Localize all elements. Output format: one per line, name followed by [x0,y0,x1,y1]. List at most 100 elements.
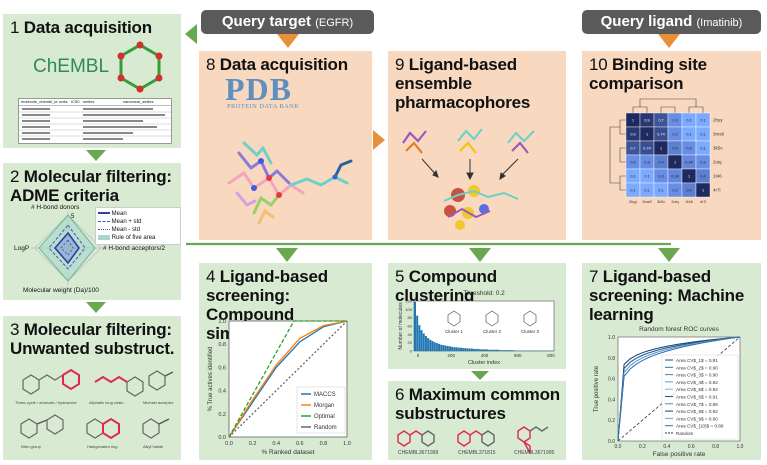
bar [501,350,504,351]
query-target-label: Query target [221,13,312,30]
legend-item: Rule of five area [98,234,178,242]
bar [438,343,441,351]
series-line-maccs [228,320,348,438]
legend-label: Area CV$_4$ = 0.92 [676,380,718,385]
cluster-molecule [485,310,499,327]
legend-label: Area CV$_1$ = 0.91 [676,358,718,363]
panel-2-adme: 2 Molecular filtering: ADME criteria # H… [3,163,181,300]
x-tick-label: 200 [447,353,455,358]
bar [510,350,513,351]
bar [473,348,476,351]
pdb-logo-text: PDB [225,71,292,107]
x-tick-label: 0.2 [639,444,646,450]
bar [453,347,456,351]
cluster-molecule [523,310,537,327]
arrow-green-to-5 [469,248,491,262]
bar [490,349,493,351]
arrow-orange-target [277,34,299,48]
x-tick-label: 0.4 [663,444,670,450]
bar [477,348,480,351]
bar [433,342,436,351]
dendrogram-left [609,119,626,191]
dendrogram-branch [639,98,697,107]
heatmap-value: 0.1 [700,119,705,123]
legend-item: Mean + std [98,218,178,226]
roc-chart: Random forest ROC curves 0.00.0 0.2 0.2 0.4 0… [594,326,744,458]
bar [486,349,489,351]
heatmap-value: 0.4 [658,161,663,165]
y-tick-label: 0.0 [218,435,226,441]
pdb-logo-sub: PROTEIN DATA BANK [227,103,300,110]
heatmap-value: 0.3 [700,161,705,165]
dendrogram-branch [619,147,626,163]
legend-item: Mean [98,210,178,218]
heatmap-value: 1 [702,189,704,193]
bar [457,347,460,351]
cluster-molecule [447,310,461,327]
heatmap-value: 0.1 [658,189,663,193]
dendrogram-branch [619,119,626,135]
arrow-green-to-4 [276,248,298,262]
bar [418,325,421,351]
x-tick-label: 0 [417,353,420,358]
column-label: 4r7i [700,200,706,204]
legend-label: Area CV$_3$ = 0.90 [676,373,718,378]
legend-label: Morgan [314,403,334,409]
y-tick-label: 0.8 [608,356,615,362]
x-axis-label: % Ranked dataset [261,449,314,456]
dendrogram-branch [660,106,676,113]
legend-label: Area CV$_8$ = 0.92 [676,409,718,414]
x-tick-label: 0.6 [296,441,304,447]
chembl-logo-text: ChEMBL [33,56,110,77]
heatmap-value: 0.4 [672,147,677,151]
bar [442,345,445,351]
y-tick-label: 60 [408,324,413,329]
panel-7-machine-learning: 7 Ligand-based screening: Machine learni… [582,263,761,460]
y-tick-label: 20 [408,340,413,345]
heatmap-value: 0.3 [672,133,677,137]
y-tick-label: 1.0 [608,335,615,341]
bar [464,348,467,351]
x-tick-label: 600 [514,353,522,358]
heatmap-value: 0.34 [671,175,678,179]
panel-7-title: 7 Ligand-based screening: Machine learni… [589,267,745,324]
mean-plus-std [48,224,86,270]
pharmacophore-ensemble [402,128,535,230]
bar [497,349,500,351]
substructure-caption: Alkyl halide [143,444,164,449]
bar [431,341,434,351]
x-tick-label: 0.2 [249,441,257,447]
molecule-drawing [86,417,120,440]
y-tick-label: 100 [405,307,412,312]
substructure-caption: Nitro group [21,444,41,449]
heatmap-value: 0.1 [700,147,705,151]
panel-3-unwanted-substructures: 3 Molecular filtering: Unwanted substruc… [3,316,181,460]
panel-10-binding-site: 10 Binding site comparison 1 0.9 0.7 0.3 0.1… [582,51,761,240]
y-tick-label: 120 [405,299,412,304]
x-tick-label: 800 [547,353,555,358]
radar-axis-left: LogP [14,245,30,252]
chembl-data-table: molecule_chembl_id units IC50 smiles can… [18,98,172,144]
bar [512,350,515,351]
x-tick-label: 1.0 [343,441,351,447]
heatmap-value: 1 [674,161,676,165]
query-ligand-label: Query ligand [600,13,693,30]
mean-line [53,231,80,265]
legend-label: MACCS [314,392,336,398]
roc-curve [617,336,741,442]
table-header-cell: molecule_chembl_id [21,99,58,104]
column-label: 2oiq [671,200,678,204]
cluster-annotation: Cluster 3 [521,329,540,334]
y-tick-label: 0.8 [218,342,226,348]
heatmap-value: 0.34 [685,161,692,165]
chart-title: Random forest ROC curves [639,326,720,333]
heatmap-cell [695,182,711,198]
panel-10-title: 10 Binding site comparison [589,55,707,93]
bar [440,344,443,351]
substructure-caption: Three-cycle / aromatic / hydrazone [15,400,77,405]
arrow-green-2-3 [86,302,106,313]
y-axis-label: True positive rate [594,365,600,412]
mcs-label: CHEMBL3671995 [514,450,555,456]
cluster-annotation: Cluster 2 [483,329,502,334]
heatmap-value: 0.7 [630,147,635,151]
